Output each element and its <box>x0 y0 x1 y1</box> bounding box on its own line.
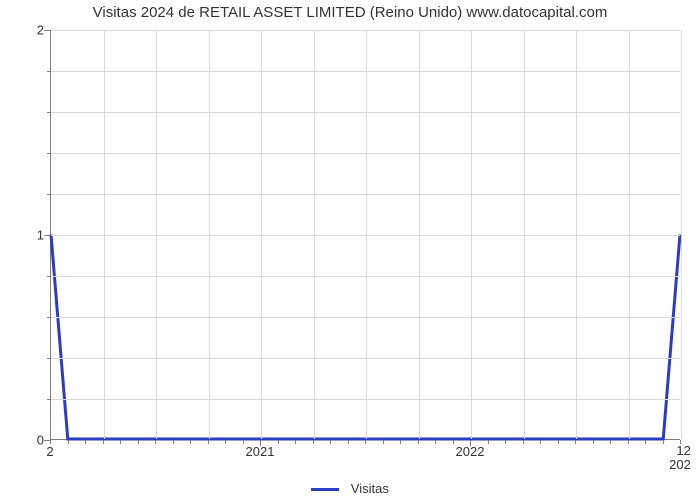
xtick-minor <box>610 440 611 444</box>
ytick-major <box>44 235 50 236</box>
ytick-label: 1 <box>4 228 44 243</box>
vgrid-line <box>576 30 577 439</box>
xtick-minor <box>523 440 524 444</box>
legend: Visitas <box>0 481 700 496</box>
xtick-minor <box>645 440 646 444</box>
plot-area <box>50 30 680 440</box>
xtick-minor <box>540 440 541 444</box>
vgrid-line <box>261 30 262 439</box>
xtick-minor <box>663 440 664 444</box>
vgrid-line <box>366 30 367 439</box>
xtick-minor <box>400 440 401 444</box>
ytick-minor <box>47 276 50 277</box>
xtick-minor <box>453 440 454 444</box>
vgrid-line <box>681 30 682 439</box>
xtick-minor <box>330 440 331 444</box>
vgrid-line <box>104 30 105 439</box>
vgrid-line <box>524 30 525 439</box>
xtick-minor <box>243 440 244 444</box>
xtick-minor <box>348 440 349 444</box>
xtick-minor <box>138 440 139 444</box>
xtick-minor <box>488 440 489 444</box>
xtick-minor <box>435 440 436 444</box>
xtick-minor <box>68 440 69 444</box>
xtick-minor <box>155 440 156 444</box>
xtick-edge-right: 12 202 <box>669 444 691 473</box>
ytick-label: 2 <box>4 23 44 38</box>
xtick-label: 2022 <box>456 444 485 459</box>
vgrid-line <box>156 30 157 439</box>
xtick-minor <box>190 440 191 444</box>
xtick-minor <box>225 440 226 444</box>
ytick-minor <box>47 153 50 154</box>
xtick-edge-left: 2 <box>46 444 53 459</box>
xtick-minor <box>295 440 296 444</box>
ytick-label: 0 <box>4 433 44 448</box>
ytick-minor <box>47 71 50 72</box>
xtick-label: 2021 <box>246 444 275 459</box>
xtick-minor <box>383 440 384 444</box>
xtick-minor <box>418 440 419 444</box>
ytick-minor <box>47 399 50 400</box>
vgrid-line <box>629 30 630 439</box>
ytick-minor <box>47 317 50 318</box>
xtick-minor <box>558 440 559 444</box>
xtick-minor <box>593 440 594 444</box>
xtick-minor <box>120 440 121 444</box>
ytick-major <box>44 30 50 31</box>
chart-title: Visitas 2024 de RETAIL ASSET LIMITED (Re… <box>0 4 700 21</box>
vgrid-line <box>209 30 210 439</box>
xtick-minor <box>505 440 506 444</box>
xtick-minor <box>85 440 86 444</box>
xtick-minor <box>173 440 174 444</box>
xtick-minor <box>208 440 209 444</box>
legend-label: Visitas <box>351 481 389 496</box>
vgrid-line <box>314 30 315 439</box>
vgrid-line <box>471 30 472 439</box>
xtick-minor <box>313 440 314 444</box>
xtick-minor <box>628 440 629 444</box>
xtick-minor <box>575 440 576 444</box>
vgrid-line <box>419 30 420 439</box>
xtick-minor <box>365 440 366 444</box>
ytick-minor <box>47 112 50 113</box>
ytick-minor <box>47 194 50 195</box>
legend-swatch <box>311 488 339 491</box>
xtick-minor <box>103 440 104 444</box>
chart-container: Visitas 2024 de RETAIL ASSET LIMITED (Re… <box>0 0 700 500</box>
xtick-minor <box>278 440 279 444</box>
ytick-minor <box>47 358 50 359</box>
